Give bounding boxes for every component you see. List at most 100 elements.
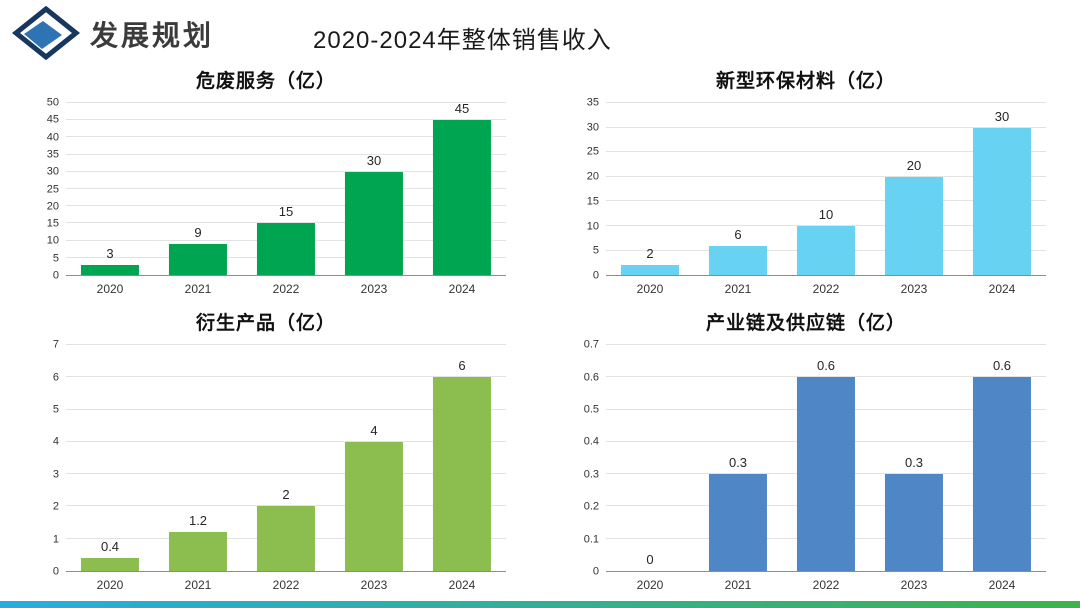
y-axis: 0 1 2 3 4 5 6 7 <box>26 339 66 577</box>
chart-title: 新型环保材料（亿） <box>715 71 896 92</box>
x-axis-tick-label: 2021 <box>184 577 212 592</box>
bar-value-label: 0.4 <box>100 539 120 555</box>
y-axis: 0 5 10 15 20 25 30 35 <box>566 97 606 281</box>
x-axis: 2020 2021 2022 2023 2024 <box>66 572 506 592</box>
x-axis-tick-label: 2021 <box>184 282 212 297</box>
bar-slot: 0 <box>606 345 694 571</box>
bar <box>256 506 316 571</box>
y-axis: 0 5 10 15 20 25 30 35 40 45 50 <box>26 97 66 281</box>
x-axis-tick-label: 2023 <box>900 577 928 592</box>
bar-value-label: 20 <box>906 157 922 173</box>
x-axis-tick-label: 2023 <box>360 282 388 297</box>
y-axis-tick-label: 15 <box>586 195 599 208</box>
bar-slot: 1.2 <box>154 345 242 571</box>
bars-container: 3 9 15 30 45 <box>66 101 506 276</box>
bar <box>972 127 1032 276</box>
bar-value-label: 2 <box>282 487 290 503</box>
y-axis-tick-label: 30 <box>46 165 59 178</box>
slide-header: 发展规划 2020-2024年整体销售收入 <box>0 0 1080 60</box>
y-axis-tick-label: 0.1 <box>583 533 599 546</box>
bar-value-label: 0 <box>646 551 654 567</box>
bar-value-label: 2 <box>646 246 654 262</box>
bar-slot: 0.6 <box>782 345 870 571</box>
gridline <box>66 505 506 507</box>
bar <box>432 377 492 571</box>
y-axis-tick-label: 45 <box>46 113 59 126</box>
x-axis-tick-label: 2023 <box>360 577 388 592</box>
y-axis-tick-label: 0 <box>592 269 599 282</box>
gridline <box>66 222 506 224</box>
x-axis: 2020 2021 2022 2023 2024 <box>606 276 1046 296</box>
x-axis-tick-label: 2020 <box>96 577 124 592</box>
x-axis-tick-label: 2024 <box>448 282 476 297</box>
chart-title: 危废服务（亿） <box>195 71 336 92</box>
x-axis-tick-label: 2022 <box>272 282 300 297</box>
gridline <box>606 376 1046 378</box>
y-axis-tick-label: 3 <box>52 468 59 481</box>
x-axis-tick-label: 2021 <box>724 577 752 592</box>
gridline <box>606 175 1046 177</box>
bar <box>884 474 944 571</box>
bar-slot: 0.6 <box>958 345 1046 571</box>
bar-slot: 0.3 <box>694 345 782 571</box>
bar-value-label: 6 <box>458 358 466 374</box>
y-axis-tick-label: 10 <box>586 220 599 233</box>
bar-slot: 3 <box>66 103 154 276</box>
bar <box>168 244 228 276</box>
y-axis-tick-label: 0 <box>52 565 59 578</box>
bar <box>344 171 404 276</box>
bar-value-label: 0.3 <box>728 455 748 471</box>
gridline <box>66 376 506 378</box>
chart-body: 0 1 2 3 4 5 6 7 0.4 1.2 2 4 6 <box>26 339 506 577</box>
bar-slot: 0.4 <box>66 345 154 571</box>
x-axis-tick-label: 2022 <box>812 282 840 297</box>
bar-value-label: 10 <box>818 206 834 222</box>
footer-accent-bar <box>0 601 1080 608</box>
x-axis-tick-label: 2020 <box>636 282 664 297</box>
y-axis-tick-label: 0.3 <box>583 468 599 481</box>
bar-value-label: 3 <box>106 245 114 261</box>
x-axis: 2020 2021 2022 2023 2024 <box>66 276 506 296</box>
gridline <box>606 102 1046 103</box>
plot-area: 2 6 10 20 30 <box>606 102 1046 277</box>
plot-area: 3 9 15 30 45 <box>66 101 506 277</box>
y-axis-tick-label: 1 <box>52 533 59 546</box>
bar-value-label: 9 <box>194 225 202 241</box>
chart-new-eco-materials: 新型环保材料（亿） 0 5 10 15 20 25 30 35 2 6 10 20 30 2020 20… <box>540 58 1080 300</box>
bar-value-label: 30 <box>366 152 382 168</box>
bar-value-label: 0.3 <box>904 455 924 471</box>
bar <box>972 377 1032 571</box>
chart-body: 0 0.1 0.2 0.3 0.4 0.5 0.6 0.7 0 0.3 0.6 0.3 0.6 <box>566 339 1046 577</box>
gridline <box>66 170 506 172</box>
y-axis-tick-label: 35 <box>586 96 599 109</box>
y-axis-tick-label: 50 <box>46 96 59 109</box>
gridline <box>606 344 1046 346</box>
bar <box>796 377 856 571</box>
chart-hazardous-waste-services: 危废服务（亿） 0 5 10 15 20 25 30 35 40 45 50 3 9 15 30 45 20… <box>0 58 540 300</box>
gridline <box>66 102 506 103</box>
chart-title: 衍生产品（亿） <box>195 313 336 335</box>
x-axis-tick-label: 2021 <box>724 282 752 297</box>
gridline <box>66 188 506 190</box>
y-axis-tick-label: 0.2 <box>583 500 599 513</box>
x-axis: 2020 2021 2022 2023 2024 <box>606 572 1046 592</box>
y-axis: 0 0.1 0.2 0.3 0.4 0.5 0.6 0.7 <box>566 339 606 577</box>
y-axis-tick-label: 0.6 <box>583 371 599 384</box>
bar-value-label: 45 <box>454 101 470 117</box>
y-axis-tick-label: 5 <box>52 403 59 416</box>
bar <box>796 225 856 276</box>
y-axis-tick-label: 25 <box>586 145 599 158</box>
bar-slot: 6 <box>694 103 782 276</box>
bar-value-label: 0.6 <box>816 358 836 374</box>
y-axis-tick-label: 0.7 <box>583 338 599 351</box>
gridline <box>606 200 1046 202</box>
bar-slot: 2 <box>242 345 330 571</box>
bars-container: 0 0.3 0.6 0.3 0.6 <box>606 345 1046 571</box>
chart-title: 产业链及供应链（亿） <box>705 313 906 335</box>
bar-value-label: 0.6 <box>992 358 1012 374</box>
gridline <box>66 344 506 346</box>
bar-slot: 2 <box>606 103 694 276</box>
gridline <box>66 440 506 442</box>
bars-container: 0.4 1.2 2 4 6 <box>66 345 506 571</box>
